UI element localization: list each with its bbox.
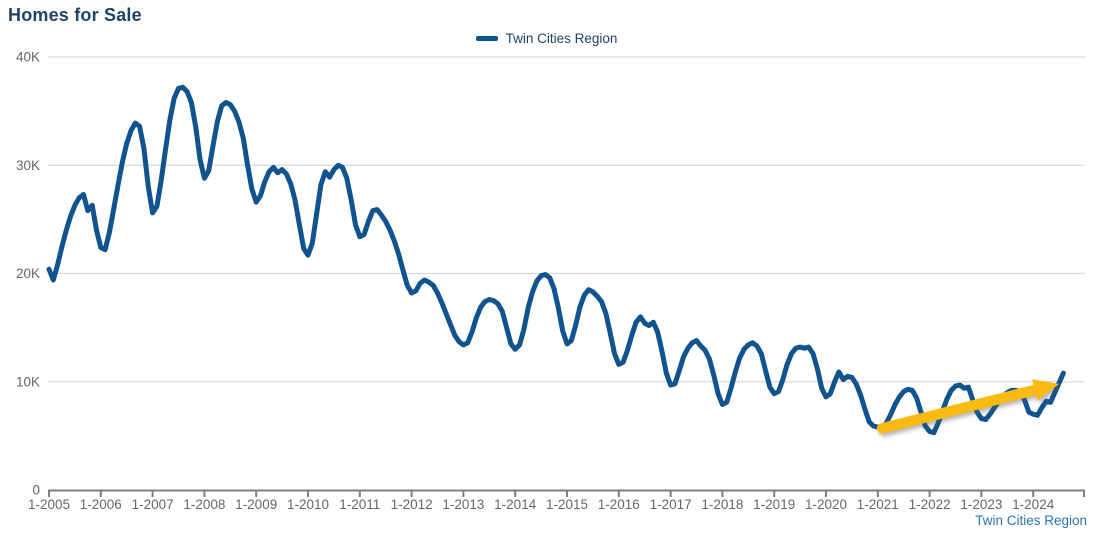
y-tick-label: 20K bbox=[16, 266, 40, 281]
x-tick-label: 1-2014 bbox=[494, 497, 537, 512]
y-tick-label: 30K bbox=[16, 158, 40, 173]
x-tick-label: 1-2016 bbox=[598, 497, 640, 512]
x-tick-label: 1-2018 bbox=[701, 497, 743, 512]
x-tick-label: 1-2015 bbox=[546, 497, 588, 512]
x-tick-label: 1-2006 bbox=[80, 497, 122, 512]
x-tick-label: 1-2008 bbox=[183, 497, 225, 512]
trend-arrow bbox=[876, 379, 1060, 434]
x-tick-label: 1-2024 bbox=[1012, 497, 1055, 512]
y-tick-label: 0 bbox=[32, 483, 40, 498]
x-tick-label: 1-2019 bbox=[753, 497, 795, 512]
x-tick-label: 1-2007 bbox=[132, 497, 174, 512]
y-tick-label: 40K bbox=[16, 50, 40, 65]
x-tick-label: 1-2005 bbox=[28, 497, 70, 512]
x-tick-label: 1-2021 bbox=[857, 497, 899, 512]
series-footer-label: Twin Cities Region bbox=[975, 513, 1087, 528]
trend-arrow-shaft bbox=[876, 384, 1041, 434]
x-tick-label: 1-2010 bbox=[287, 497, 329, 512]
x-tick-label: 1-2023 bbox=[960, 497, 1002, 512]
x-tick-label: 1-2012 bbox=[391, 497, 433, 512]
chart-title: Homes for Sale bbox=[8, 5, 142, 25]
x-tick-label: 1-2020 bbox=[805, 497, 847, 512]
x-tick-label: 1-2013 bbox=[442, 497, 484, 512]
x-tick-label: 1-2011 bbox=[339, 497, 380, 512]
y-tick-label: 10K bbox=[16, 374, 40, 389]
x-tick-label: 1-2022 bbox=[909, 497, 951, 512]
x-tick-label: 1-2009 bbox=[235, 497, 277, 512]
series-line bbox=[46, 84, 1066, 436]
trend-arrow-head bbox=[1032, 379, 1060, 401]
x-tick-label: 1-2017 bbox=[650, 497, 692, 512]
